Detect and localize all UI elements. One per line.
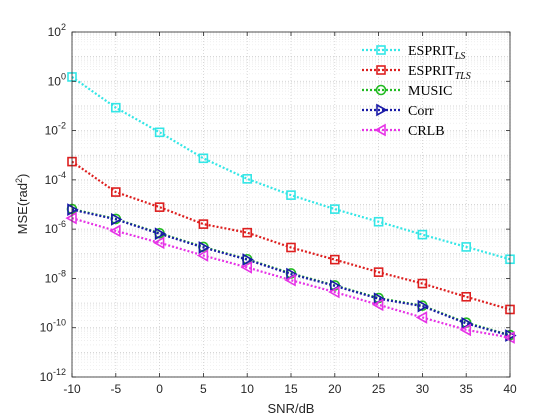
data-point-esprit-ls: [286, 190, 296, 200]
y-tick-label: 10-2: [45, 121, 66, 138]
data-point-esprit-tls: [417, 278, 428, 289]
x-tick-label: 15: [284, 382, 298, 396]
y-tick-label: 10-8: [45, 268, 66, 285]
y-tick-label: 10-10: [40, 318, 66, 335]
y-axis-label: MSE(rad2): [14, 174, 30, 235]
legend-marker: [374, 123, 386, 137]
y-tick-label: 100: [48, 71, 66, 88]
data-point-corr: [154, 227, 167, 241]
legend-label: CRLB: [408, 124, 445, 139]
data-point-esprit-tls: [286, 242, 296, 253]
data-point-esprit-ls: [111, 102, 121, 113]
x-tick-label: 10: [241, 382, 255, 396]
data-point-esprit-ls: [329, 204, 340, 214]
legend-label: Corr: [408, 104, 434, 119]
data-point-crlb: [415, 311, 428, 324]
series-crlb: [65, 211, 515, 344]
data-point-esprit-tls: [461, 291, 472, 302]
legend-marker: [376, 103, 388, 117]
x-axis-label: SNR/dB: [268, 401, 315, 416]
x-tick-label: -10: [63, 382, 81, 396]
legend-label: ESPRITTLS: [408, 64, 471, 82]
x-tick-label: 40: [503, 382, 517, 396]
data-point-corr: [111, 212, 123, 226]
legend-entry-esprit-tls: ESPRITTLS: [362, 64, 471, 82]
y-tick-label: 102: [48, 22, 66, 39]
data-point-crlb: [109, 224, 121, 238]
legend-label: MUSIC: [408, 84, 452, 99]
data-point-crlb: [65, 211, 77, 225]
data-point-crlb: [459, 323, 472, 337]
series-corr: [67, 203, 517, 342]
data-point-crlb: [503, 331, 515, 344]
data-point-crlb: [328, 285, 340, 299]
legend-marker: [376, 65, 386, 75]
tick-layer: -10 -5 0 5 10 15 20 25 30 35 40 10-12 10-10 10-8 10-6 1…: [40, 22, 517, 396]
data-point-esprit-ls: [198, 153, 209, 164]
data-point-esprit-ls: [242, 174, 252, 184]
series-line-esprit-tls: [71, 160, 511, 311]
data-point-esprit-tls: [242, 227, 252, 238]
data-point-esprit-tls: [111, 187, 121, 197]
data-point-crlb: [371, 298, 384, 312]
data-point-esprit-ls: [373, 216, 384, 227]
data-point-corr: [67, 203, 79, 216]
data-point-crlb: [196, 249, 209, 262]
data-point-corr: [198, 241, 211, 254]
series-esprit-ls: [67, 72, 515, 265]
data-point-esprit-ls: [417, 229, 428, 240]
y-tick-label: 10-6: [45, 219, 66, 236]
x-tick-label: 30: [416, 382, 430, 396]
x-tick-label: -5: [110, 382, 121, 396]
data-point-esprit-ls: [154, 127, 165, 138]
data-point-esprit-tls: [154, 202, 165, 212]
data-point-esprit-ls: [461, 242, 472, 252]
x-tick-label: 5: [200, 382, 207, 396]
series-line-esprit-ls: [71, 76, 511, 261]
data-point-crlb: [284, 273, 296, 287]
legend-entry-corr: Corr: [362, 103, 434, 119]
x-tick-label: 20: [328, 382, 342, 396]
legend-marker: [376, 45, 386, 55]
x-tick-label: 0: [156, 382, 163, 396]
legend: ESPRITLS ESPRITTLS MUSIC Corr CRLB: [362, 44, 471, 139]
data-point-esprit-tls: [198, 219, 209, 229]
legend-entry-esprit-ls: ESPRITLS: [362, 44, 465, 62]
data-point-crlb: [152, 236, 165, 250]
data-point-esprit-tls: [329, 254, 340, 265]
data-point-corr: [242, 253, 254, 266]
data-point-crlb: [240, 261, 252, 274]
data-point-corr: [417, 299, 430, 313]
x-tick-label: 25: [372, 382, 386, 396]
x-tick-label: 35: [460, 382, 474, 396]
legend-label: ESPRITLS: [408, 44, 465, 62]
y-tick-label: 10-12: [40, 367, 66, 384]
data-point-esprit-tls: [373, 267, 384, 277]
legend-entry-music: MUSIC: [362, 84, 452, 99]
series-line-corr: [71, 208, 511, 337]
legend-marker: [375, 84, 387, 96]
legend-entry-crlb: CRLB: [362, 123, 445, 139]
y-tick-label: 10-4: [45, 170, 66, 187]
data-point-corr: [505, 329, 517, 342]
